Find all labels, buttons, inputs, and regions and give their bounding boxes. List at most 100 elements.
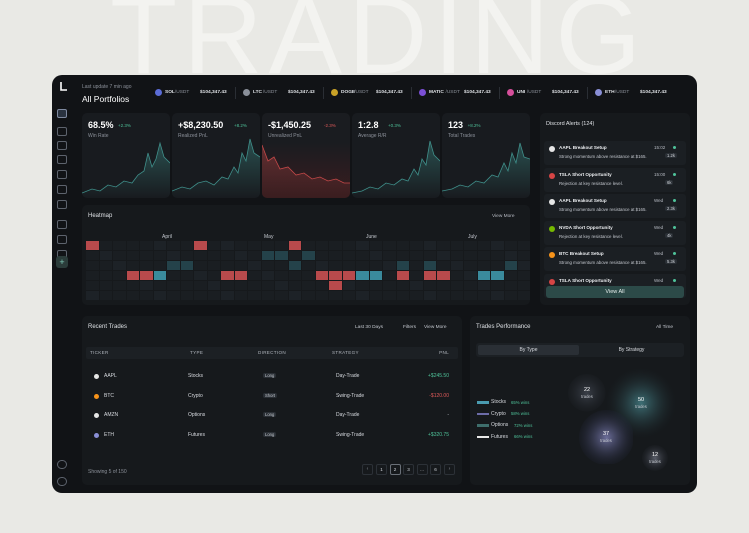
heatmap-cell [437,241,450,251]
page-button[interactable]: ... [416,464,428,475]
nav-icon[interactable] [57,235,67,244]
alert-item[interactable]: TSLA Short Opportunity 15:00 Rejection at … [544,167,686,192]
heatmap-cell [450,281,464,291]
bubble-count: 12 [651,452,659,458]
stat-label: Total Trades [448,133,476,139]
heatmap-cell [167,291,180,301]
nav-icon[interactable] [57,477,67,486]
nav-icon[interactable] [57,155,67,164]
ticker-price: $104,347.43 [200,90,227,95]
heatmap-cell [315,291,329,301]
legend-name: Futures [491,433,508,440]
heatmap-cell [356,251,369,261]
heatmap-cell [410,251,423,261]
heatmap-cell [369,291,383,301]
heatmap-cell [423,291,437,301]
alert-title: AAPL Breakout Setup [559,145,607,150]
range-select[interactable]: All Time [656,325,674,330]
alert-count: 1.2k [665,153,677,158]
direction-badge: Long [263,431,277,437]
heatmap-cell [491,271,504,281]
status-dot [673,278,676,282]
alert-item[interactable]: NVDA Short Opportunity Wed Rejection at ke… [544,220,686,245]
nav-icon[interactable] [57,141,67,150]
ticker-icon [94,432,99,438]
app-window: + Last update 7 min ago All Portfolios SOL /… [52,75,697,493]
alert-item[interactable]: AAPL Breakout Setup 15:02 Strong momentum … [544,141,686,165]
view-more[interactable]: View More [492,214,515,219]
page-button[interactable]: 6 [430,464,441,475]
heatmap-cell [383,271,396,281]
nav-icon[interactable] [57,185,67,194]
heatmap-cell [140,241,153,251]
alert-icon [549,199,555,205]
sparkline [442,142,530,198]
stat-value: 123 [448,120,464,130]
alert-count: 4k [665,232,674,238]
nav-icon[interactable] [57,109,67,118]
alert-count: 5.3k [665,259,677,264]
range-select[interactable]: Last 30 Days [355,325,383,330]
alert-count: 2.3k [665,206,677,211]
alert-time: 15:00 [654,171,666,177]
heatmap-cell [369,241,383,251]
nav-icon[interactable] [57,460,67,469]
ticker-symbol: LTC [253,90,262,95]
sparkline [262,144,350,198]
bubble-circle [642,445,668,471]
heatmap-cell [167,281,180,291]
heatmap-cell [504,271,518,281]
nav-icon[interactable] [57,170,67,179]
alert-text: Rejection at key resistance level. [559,233,623,239]
page-prev[interactable]: ‹ [362,464,373,475]
heatmap-cell [180,291,194,301]
add-button[interactable]: + [56,256,68,268]
heatmap-cell [423,251,437,261]
divider [587,87,588,99]
table-footer: Showing 5 of 150 [88,469,127,475]
alert-item[interactable]: BTC Breakout Setup Wed Strong momentum abo… [544,247,686,271]
view-more[interactable]: View More [424,325,447,330]
alert-icon [549,225,555,232]
nav-icon[interactable] [57,220,67,229]
legend-wins: 58% wins [511,411,530,416]
page-next[interactable]: › [444,464,455,475]
heatmap-cell [167,271,180,281]
nav-icon[interactable] [57,200,67,209]
table-cell: Options [188,412,206,418]
page-button[interactable]: 2 [389,464,401,475]
heatmap-cell [464,291,477,301]
heatmap-cell [491,241,504,251]
alert-icon [549,146,555,152]
heatmap-cell [491,281,504,291]
heatmap-cell [437,291,450,301]
page-title[interactable]: All Portfolios [82,94,130,104]
view-all-button[interactable]: View All [546,286,684,298]
page-button[interactable]: 1 [376,464,387,475]
table-header [86,347,458,359]
heatmap-cell [194,261,207,271]
heatmap-cell [464,241,477,251]
tab[interactable]: By Type [478,345,579,355]
heatmap-cell [504,251,518,261]
nav-icon[interactable] [57,127,67,136]
heatmap-cell [180,271,194,281]
heatmap-cell [140,281,153,291]
heatmap-cell [423,241,437,251]
sparkline [82,141,170,198]
heatmap-cell [234,241,248,251]
heatmap-cell [275,241,288,251]
tab[interactable]: By Strategy [618,347,645,353]
heatmap-cell [383,291,396,301]
heatmap-cell [86,251,99,261]
table-cell: - [447,412,449,418]
heatmap-cell [207,251,221,261]
month-label: May [264,234,274,240]
direction-badge: Short [263,392,278,398]
alert-item[interactable]: AAPL Breakout Setup Wed Strong momentum ab… [544,194,686,218]
page-button[interactable]: 3 [403,464,414,475]
stat-change: +8.2% [467,123,481,128]
filters-button[interactable]: Filters [403,325,417,330]
table-cell: -$120.00 [429,392,449,399]
alert-title: TSLA Short Opportunity [559,277,612,283]
